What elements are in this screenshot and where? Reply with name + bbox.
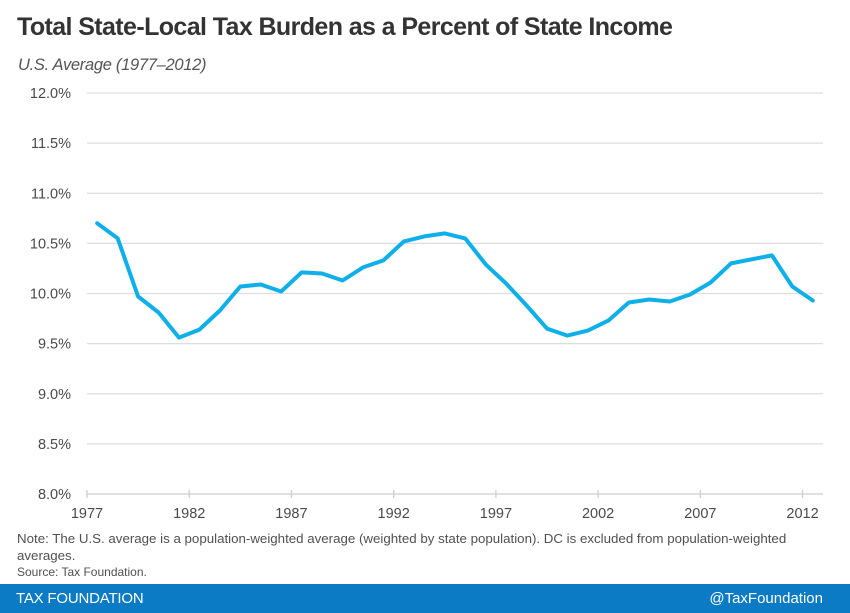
y-tick-label: 8.0% [38, 487, 71, 503]
line-chart: 8.0% 8.5% 9.0% 9.5% 10.0% 10.5% 11.0% 11.5% 12.0… [30, 86, 823, 522]
series-layer [95, 221, 815, 340]
y-tick-label: 9.5% [38, 337, 71, 353]
x-tick-label: 1982 [173, 506, 205, 522]
x-tick-label: 2007 [684, 506, 716, 522]
gridlines [87, 92, 823, 495]
y-tick-label: 10.0% [30, 287, 71, 303]
footer-handle[interactable]: @TaxFoundation [709, 590, 823, 607]
y-tick-label: 10.5% [30, 236, 71, 252]
x-tick-label: 2002 [582, 506, 614, 522]
chart-title: Total State-Local Tax Burden as a Percen… [17, 13, 673, 41]
x-tick-label: 1987 [275, 506, 307, 522]
y-axis: 8.0% 8.5% 9.0% 9.5% 10.0% 10.5% 11.0% 11.5% 12.0… [30, 86, 71, 503]
y-tick-label: 11.0% [31, 186, 71, 202]
y-tick-label: 9.0% [38, 387, 71, 403]
series-line-us-average [95, 221, 815, 340]
x-axis: 1977 1982 1987 1992 1997 2002 2007 2012 [71, 490, 819, 522]
x-tick-label: 1977 [71, 506, 103, 522]
x-tick-label: 1997 [480, 506, 512, 522]
chart-source: Source: Tax Foundation. [17, 565, 147, 579]
x-tick-label: 2012 [786, 506, 818, 522]
chart-note: Note: The U.S. average is a population-w… [17, 531, 787, 563]
y-tick-label: 8.5% [38, 437, 71, 453]
y-tick-label: 12.0% [30, 86, 71, 102]
footer-bar: TAX FOUNDATION @TaxFoundation [0, 584, 850, 613]
y-tick-label: 11.5% [31, 136, 71, 152]
footer-brand: TAX FOUNDATION [16, 590, 144, 607]
chart-subtitle: U.S. Average (1977–2012) [18, 56, 207, 74]
x-tick-label: 1992 [378, 506, 410, 522]
